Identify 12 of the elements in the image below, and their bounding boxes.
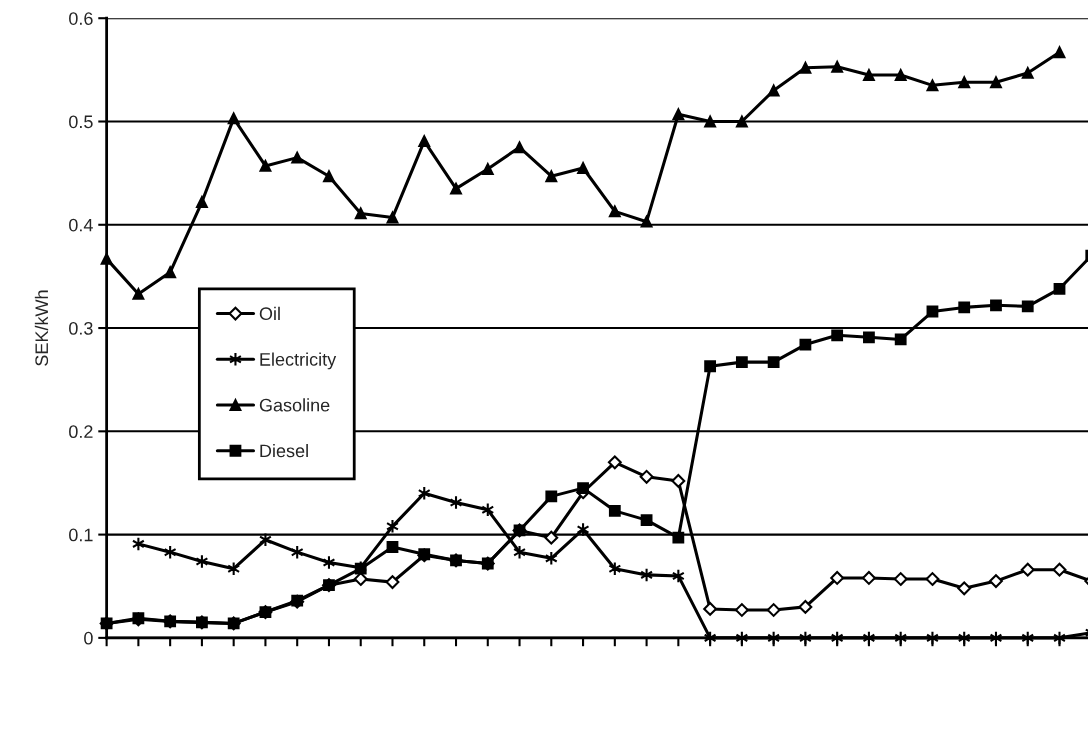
y-tick-label: 0 [84, 631, 93, 645]
y-tick-label: 0.1 [69, 528, 93, 542]
y-tick-label: 0.6 [69, 12, 93, 25]
legend-label: Diesel [260, 443, 308, 458]
y-tick-label: 0.2 [69, 425, 93, 439]
legend-label: Gasoline [259, 398, 330, 412]
y-axis-title: SEK/kWh [34, 290, 49, 366]
y-tick-label: 0.3 [69, 321, 93, 335]
legend-label: Oil [259, 306, 280, 321]
legend-label: Electricity [260, 352, 337, 370]
y-tick-label: 0.4 [69, 218, 93, 232]
y-tick-label: 0.5 [69, 115, 93, 129]
